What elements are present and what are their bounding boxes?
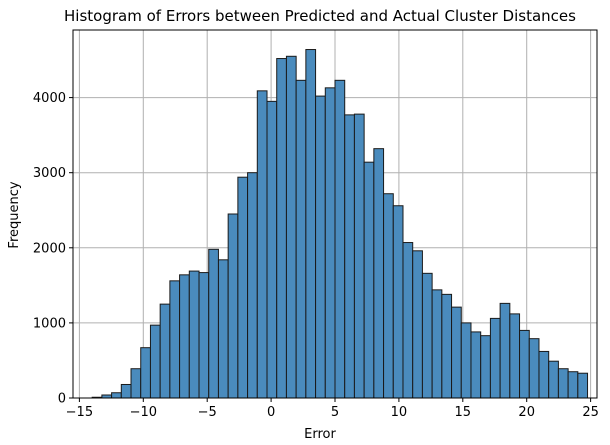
histogram-bar — [334, 79, 346, 399]
histogram-bar — [188, 270, 200, 399]
histogram-bar — [412, 250, 423, 399]
histogram-bar — [383, 193, 394, 399]
histogram-bar — [315, 95, 326, 399]
histogram-bar — [208, 248, 219, 399]
histogram-bar — [460, 322, 472, 399]
histogram-bar — [392, 205, 404, 399]
y-tick-label: 3000 — [33, 166, 66, 181]
histogram-bar — [577, 372, 589, 399]
y-tick-label: 2000 — [33, 241, 66, 256]
histogram-bar — [344, 114, 355, 399]
x-tick-label: 25 — [582, 405, 599, 420]
histogram-bar — [198, 272, 210, 399]
histogram-bar — [111, 392, 122, 399]
histogram-bar — [179, 274, 190, 399]
y-tick-label: 4000 — [33, 91, 66, 106]
histogram-bar — [295, 79, 307, 399]
histogram-bar — [421, 272, 433, 399]
histogram-bar — [451, 306, 462, 399]
histogram-bar — [305, 49, 317, 399]
histogram-bar — [130, 368, 142, 399]
histogram-bar — [431, 289, 443, 399]
histogram-bar — [402, 242, 414, 399]
histogram-bar — [499, 302, 511, 399]
histogram-bar — [247, 172, 258, 399]
histogram-bar — [324, 87, 336, 399]
histogram-bar — [509, 313, 521, 399]
x-tick-label: −5 — [198, 405, 217, 420]
histogram-bar — [489, 317, 501, 399]
histogram-bar — [149, 324, 161, 399]
x-tick-label: −10 — [130, 405, 157, 420]
histogram-bar — [353, 113, 365, 399]
histogram-bar — [140, 347, 151, 399]
histogram-bar — [519, 329, 530, 399]
x-tick-label: 15 — [455, 405, 472, 420]
x-tick-label: 10 — [391, 405, 408, 420]
histogram-bar — [217, 259, 229, 399]
histogram-bar — [256, 90, 268, 399]
histogram-bar — [538, 350, 550, 399]
histogram-bar — [276, 58, 287, 399]
histogram-bar — [557, 368, 569, 399]
histogram-bar — [159, 303, 171, 399]
histogram-bar — [548, 360, 559, 399]
y-tick-label: 1000 — [33, 316, 66, 331]
x-tick-label: 5 — [331, 405, 339, 420]
histogram-bar — [227, 213, 239, 399]
y-axis-ticks: 0 1000 2000 3000 4000 — [33, 91, 73, 407]
histogram-bar — [373, 148, 385, 399]
histogram-bar — [120, 383, 132, 399]
histogram-bar — [169, 280, 181, 399]
histogram-bar — [480, 335, 491, 399]
histogram-bar — [567, 371, 579, 399]
x-tick-label: −15 — [66, 405, 93, 420]
x-axis-label: Error — [304, 427, 336, 442]
histogram-bar — [470, 331, 482, 399]
x-tick-label: 0 — [267, 405, 275, 420]
histogram-bar — [441, 293, 453, 399]
histogram-bar — [266, 100, 278, 399]
x-tick-label: 20 — [518, 405, 535, 420]
y-axis-label: Frequency — [7, 181, 22, 248]
y-tick-label: 0 — [58, 392, 66, 407]
chart-title: Histogram of Errors between Predicted an… — [64, 7, 576, 25]
histogram-bar — [528, 338, 540, 399]
histogram-bar — [237, 176, 249, 399]
histogram-bar — [285, 55, 297, 399]
histogram-bars — [91, 49, 589, 399]
histogram-bar — [363, 161, 375, 399]
x-axis-ticks: −15 −10 −5 0 5 10 15 20 25 — [66, 398, 599, 420]
